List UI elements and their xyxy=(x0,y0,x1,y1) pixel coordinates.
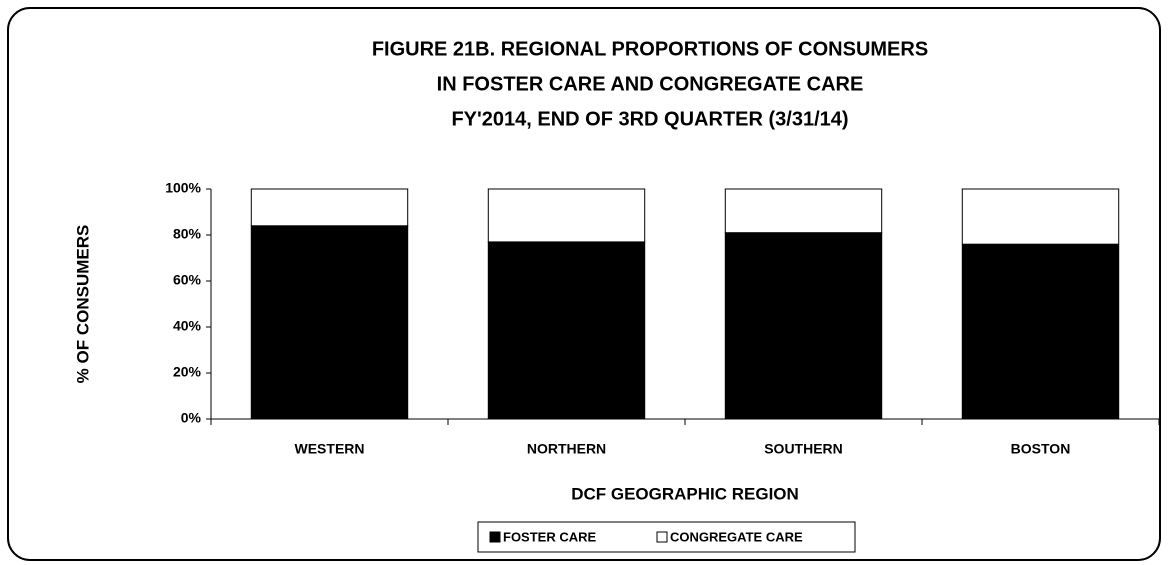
bar-segment xyxy=(724,232,883,420)
y-tick-label: 20% xyxy=(173,364,202,380)
chart-title: IN FOSTER CARE AND CONGREGATE CARE xyxy=(437,73,864,95)
x-axis-label: DCF GEOGRAPHIC REGION xyxy=(571,484,799,503)
y-tick-label: 80% xyxy=(173,226,202,242)
bar-segment xyxy=(487,188,646,243)
y-tick-label: 40% xyxy=(173,318,202,334)
bar-segment xyxy=(961,188,1120,245)
bar-segment xyxy=(961,243,1120,420)
x-tick-label: SOUTHERN xyxy=(764,441,843,457)
y-tick-label: 0% xyxy=(181,410,202,426)
bar-segment xyxy=(724,188,883,234)
legend-swatch xyxy=(656,531,668,543)
bar-segment xyxy=(250,225,409,420)
chart-title: FIGURE 21B. REGIONAL PROPORTIONS OF CONS… xyxy=(372,38,928,60)
bar-segment xyxy=(487,241,646,420)
legend-swatch xyxy=(489,531,501,543)
x-tick-label: BOSTON xyxy=(1011,441,1071,457)
legend-label: FOSTER CARE xyxy=(503,529,597,544)
legend-label: CONGREGATE CARE xyxy=(670,529,803,544)
y-tick-label: 60% xyxy=(173,272,202,288)
x-tick-label: WESTERN xyxy=(295,441,365,457)
y-axis-label: % OF CONSUMERS xyxy=(73,225,92,384)
y-tick-label: 100% xyxy=(165,180,201,196)
bar-segment xyxy=(250,188,409,227)
chart-title: FY'2014, END OF 3RD QUARTER (3/31/14) xyxy=(451,108,848,130)
x-tick-label: NORTHERN xyxy=(527,441,606,457)
